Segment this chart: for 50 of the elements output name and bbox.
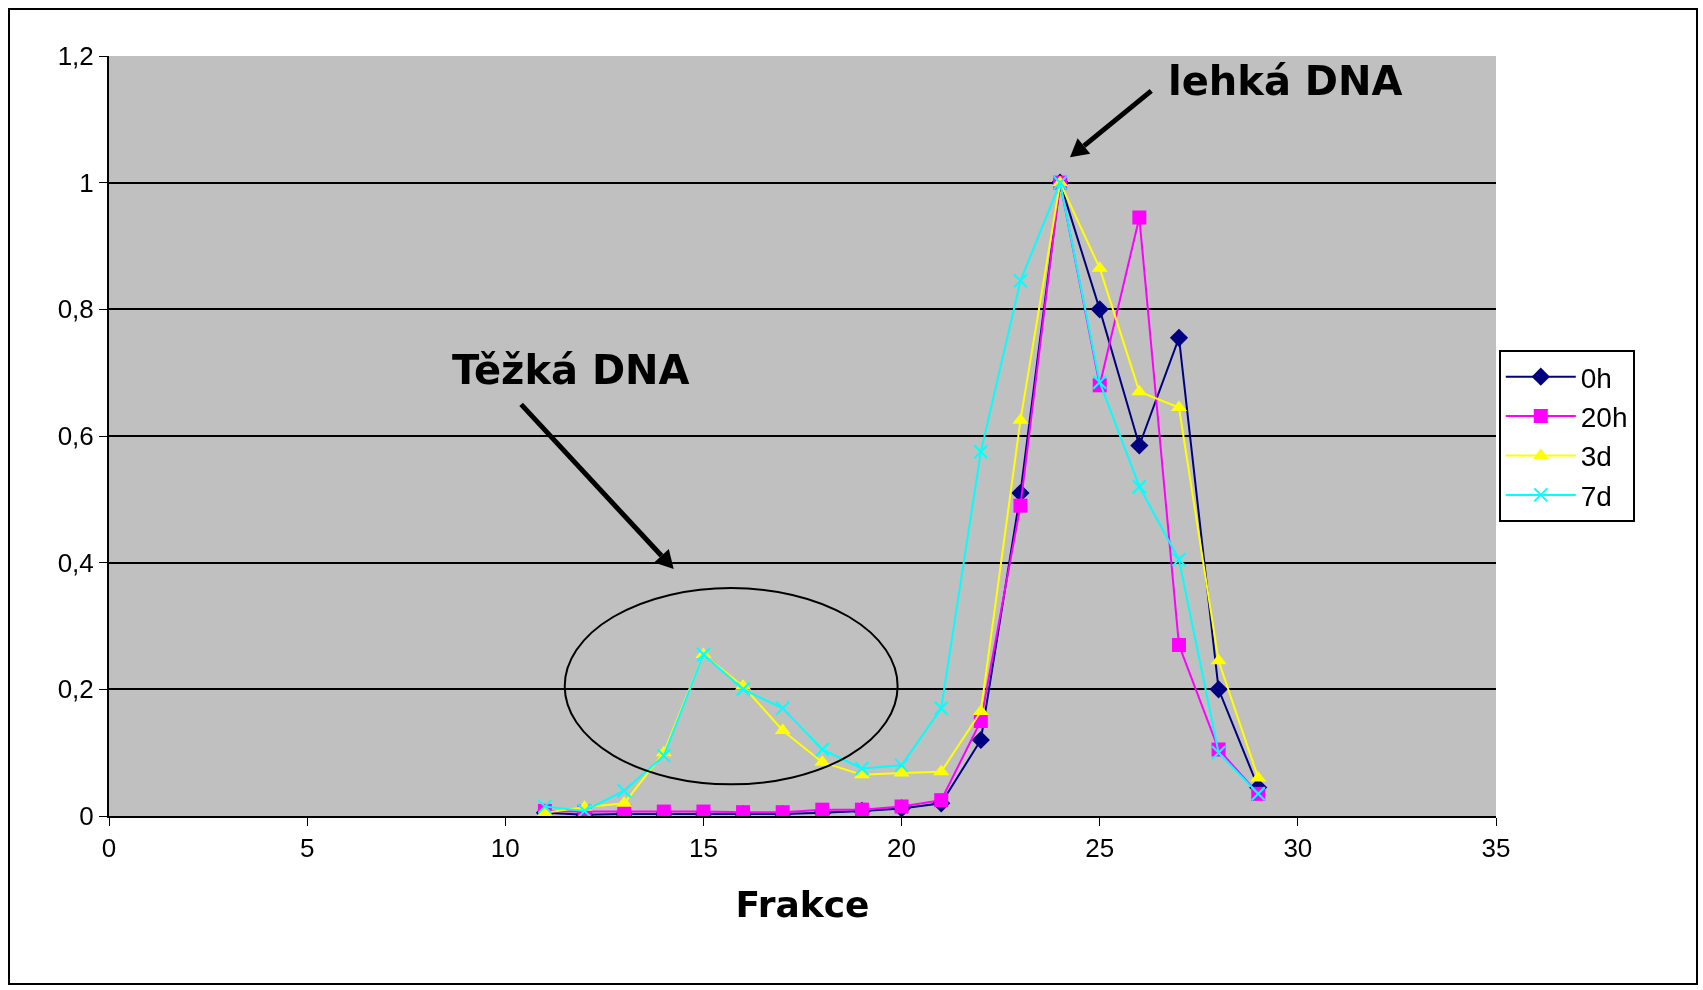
x-tick-label: 35 (1481, 833, 1511, 864)
x-tick-label: 30 (1283, 833, 1313, 864)
point (1130, 436, 1149, 455)
point (933, 764, 950, 776)
point (1012, 273, 1028, 289)
point (1169, 328, 1189, 347)
point (1092, 374, 1108, 390)
x-tick-label: 15 (688, 833, 718, 864)
y-tick-label: 0,6 (57, 421, 94, 452)
point (656, 748, 672, 764)
point (1211, 745, 1227, 761)
point (775, 700, 791, 716)
point (1131, 384, 1148, 396)
y-tick-label: 1 (79, 167, 94, 198)
point (933, 700, 949, 716)
point (894, 757, 910, 773)
legend-label: 7d (1580, 480, 1612, 512)
legend-label: 3d (1580, 441, 1612, 473)
point (1210, 653, 1227, 665)
point (854, 761, 870, 776)
x-tick-label: 0 (101, 833, 117, 864)
x-axis-title: Frakce (735, 884, 870, 926)
y-tick-label: 0,2 (57, 674, 94, 705)
point (1209, 680, 1228, 699)
point (616, 783, 632, 799)
x-tick-label: 10 (490, 833, 520, 864)
point (537, 799, 553, 814)
point (1090, 300, 1109, 319)
annotation: Těžká DNA (452, 347, 690, 393)
y-tick-label: 0 (79, 801, 94, 832)
annotation: lehká DNA (1168, 58, 1403, 104)
point (971, 730, 990, 750)
point (814, 742, 830, 757)
legend-label: 0h (1580, 362, 1612, 394)
point (1132, 210, 1147, 225)
x-tick-label: 5 (299, 833, 315, 864)
point (735, 681, 751, 697)
point (1171, 638, 1186, 652)
x-tick-label: 20 (887, 833, 917, 864)
legend-label: 20h (1580, 402, 1628, 434)
point (1171, 552, 1187, 567)
y-tick-label: 0,4 (57, 547, 94, 578)
point (973, 444, 989, 460)
y-tick-label: 1,2 (57, 41, 94, 72)
point (934, 793, 949, 808)
point (1013, 498, 1028, 513)
x-tick-label: 25 (1085, 833, 1115, 864)
point (695, 647, 711, 662)
y-tick-label: 0,8 (57, 294, 94, 325)
point (1131, 479, 1147, 495)
